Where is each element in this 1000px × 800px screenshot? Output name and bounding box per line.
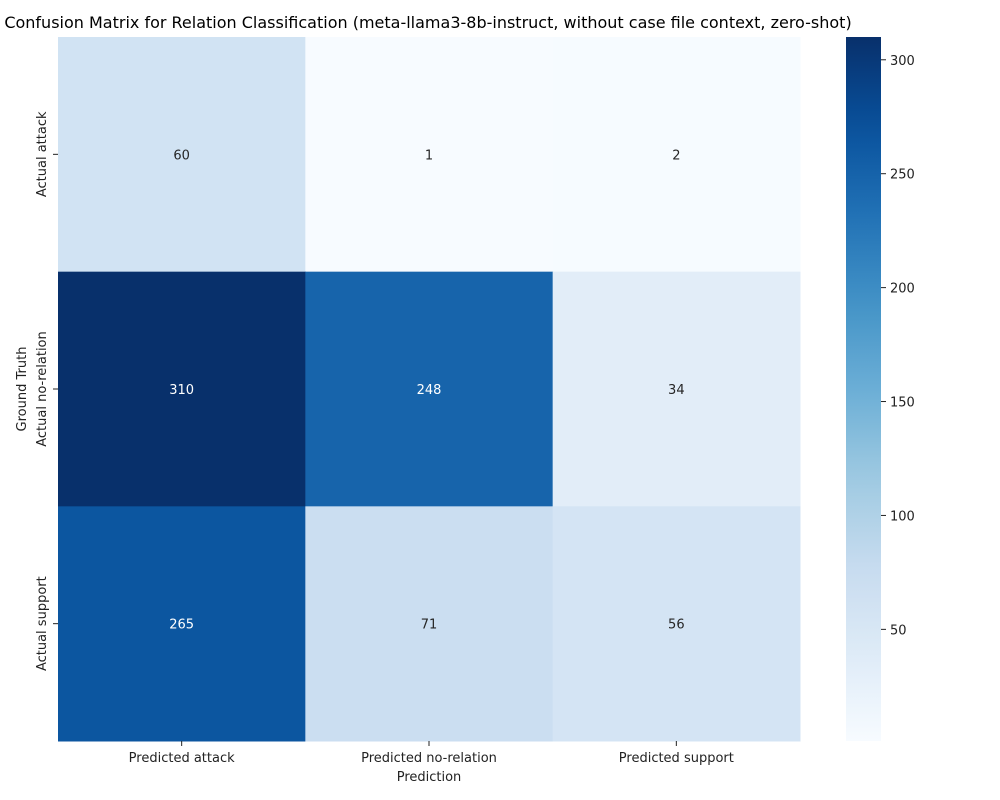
cell-value-label: 1: [425, 148, 433, 163]
heatmap-cell: [305, 506, 554, 742]
colorbar-tick-label: 150: [890, 396, 915, 411]
colorbar-tick-label: 50: [890, 623, 907, 638]
x-axis-label: Prediction: [397, 770, 462, 785]
cell-value-label: 56: [668, 618, 685, 633]
colorbar: [846, 37, 881, 741]
heatmap-cell: [552, 37, 801, 273]
cell-value-label: 34: [668, 383, 685, 398]
chart-title: Confusion Matrix for Relation Classifica…: [4, 13, 851, 32]
y-tick-label: Actual support: [35, 576, 50, 671]
heatmap-cells: 60 1 2 310 248 34 265 71 56: [58, 37, 801, 742]
y-axis-ticks: Actual attack Actual no-relation Actual su…: [35, 111, 58, 671]
cell-value-label: 71: [421, 618, 438, 633]
heatmap-cell: [58, 271, 306, 507]
heatmap-cell: [58, 506, 306, 742]
cell-value-label: 310: [169, 383, 194, 398]
colorbar-tick-label: 200: [890, 282, 915, 297]
colorbar-tick-label: 300: [890, 54, 915, 69]
x-axis-ticks: Predicted attack Predicted no-relation Pre…: [129, 741, 734, 766]
heatmap-cell: [305, 271, 554, 507]
x-tick-label: Predicted support: [619, 751, 734, 766]
colorbar-tick-label: 250: [890, 168, 915, 183]
y-tick-label: Actual attack: [35, 111, 50, 197]
heatmap-cell: [552, 271, 801, 507]
cell-value-label: 60: [173, 148, 190, 163]
x-tick-label: Predicted attack: [129, 751, 235, 766]
y-axis-label: Ground Truth: [15, 347, 30, 432]
colorbar-tick-label: 100: [890, 509, 915, 524]
heatmap-cell: [58, 37, 306, 273]
cell-value-label: 265: [169, 618, 194, 633]
heatmap-cell: [305, 37, 554, 273]
y-tick-label: Actual no-relation: [35, 331, 50, 447]
x-tick-label: Predicted no-relation: [361, 751, 497, 766]
heatmap-cell: [552, 506, 801, 742]
cell-value-label: 248: [417, 383, 442, 398]
cell-value-label: 2: [672, 148, 680, 163]
colorbar-ticks: 50 100 150 200 250 300: [881, 54, 915, 638]
